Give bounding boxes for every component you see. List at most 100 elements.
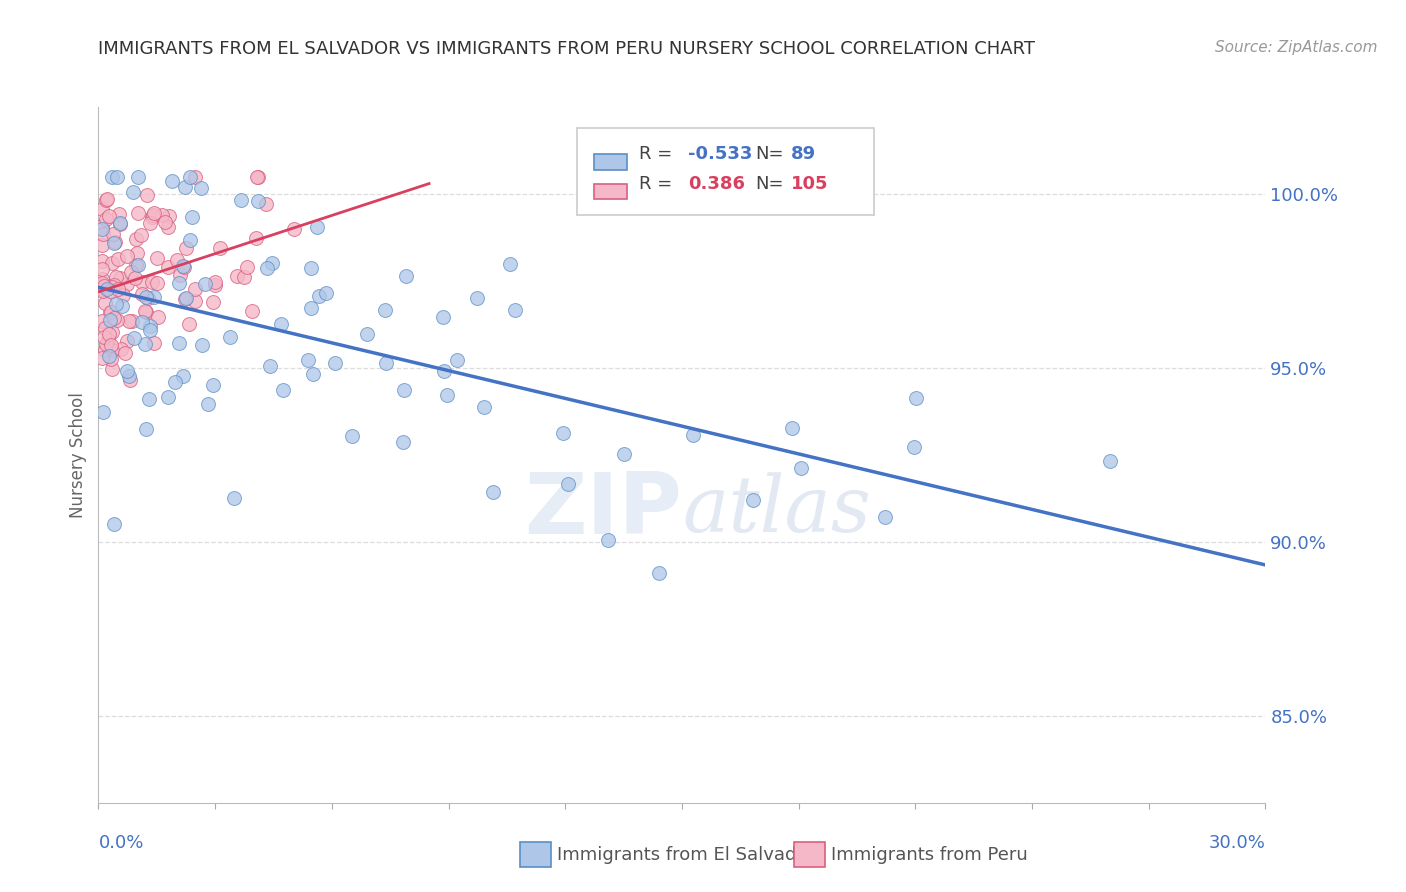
Point [91, 222, 114, 236]
Point [93, 329, 115, 343]
Point [108, 207, 131, 221]
Point [141, 210, 163, 224]
Point [254, 197, 277, 211]
Text: R =: R = [638, 175, 672, 193]
Text: 89: 89 [790, 145, 815, 163]
Point [162, 174, 184, 188]
Point [91, 351, 114, 365]
Point [167, 336, 190, 351]
Point [100, 343, 122, 357]
Point [139, 323, 162, 337]
Point [183, 282, 205, 296]
Point [356, 326, 378, 341]
Point [790, 460, 813, 475]
Point [91, 219, 114, 233]
Point [323, 356, 346, 370]
Point [141, 208, 163, 222]
Point [138, 392, 160, 407]
Point [392, 435, 415, 450]
Point [179, 233, 201, 247]
Point [104, 235, 127, 250]
Point [236, 260, 259, 274]
Point [245, 231, 267, 245]
Point [174, 291, 197, 305]
Point [166, 252, 188, 267]
Point [682, 427, 704, 442]
Point [229, 193, 252, 207]
Point [125, 231, 148, 245]
Point [246, 194, 269, 209]
Point [121, 314, 143, 328]
Point [91, 261, 114, 276]
Point [136, 291, 159, 305]
Text: atlas: atlas [682, 473, 870, 549]
Point [305, 220, 328, 235]
Point [115, 334, 138, 348]
Point [97, 326, 120, 341]
Point [145, 251, 167, 265]
Point [100, 342, 122, 356]
Point [108, 271, 131, 285]
Point [201, 294, 224, 309]
Point [551, 425, 574, 440]
Point [308, 289, 330, 303]
Point [98, 350, 121, 364]
Point [374, 302, 396, 317]
Point [127, 169, 149, 184]
Point [91, 254, 114, 268]
Point [433, 364, 456, 378]
Point [465, 292, 488, 306]
Point [101, 169, 124, 184]
Text: -0.533: -0.533 [688, 145, 752, 163]
Point [134, 337, 156, 351]
Point [482, 485, 505, 500]
Text: 0.386: 0.386 [688, 175, 745, 193]
Point [647, 566, 669, 581]
Point [115, 363, 138, 377]
Point [302, 367, 325, 381]
Point [115, 249, 138, 263]
Point [94, 336, 117, 351]
Point [134, 303, 156, 318]
Point [432, 310, 454, 324]
Point [197, 397, 219, 411]
Point [91, 313, 114, 327]
Point [127, 258, 149, 272]
Point [174, 179, 197, 194]
Point [101, 227, 124, 241]
Point [124, 270, 146, 285]
Text: Source: ZipAtlas.com: Source: ZipAtlas.com [1215, 40, 1378, 55]
Text: IMMIGRANTS FROM EL SALVADOR VS IMMIGRANTS FROM PERU NURSERY SCHOOL CORRELATION C: IMMIGRANTS FROM EL SALVADOR VS IMMIGRANT… [98, 40, 1035, 58]
Point [93, 279, 115, 293]
Point [374, 355, 396, 369]
Point [505, 302, 527, 317]
Point [135, 305, 157, 319]
Point [167, 276, 190, 290]
Point [131, 275, 153, 289]
Point [283, 222, 305, 236]
Point [96, 282, 118, 296]
Text: 105: 105 [790, 175, 828, 193]
Point [91, 276, 114, 290]
Point [903, 440, 925, 454]
Point [172, 260, 194, 274]
FancyBboxPatch shape [595, 154, 627, 169]
Point [557, 477, 579, 491]
Point [148, 310, 170, 324]
Point [246, 169, 269, 184]
Point [174, 241, 197, 255]
Point [91, 284, 114, 298]
Point [118, 314, 141, 328]
Point [100, 351, 122, 366]
Point [100, 326, 122, 340]
Point [108, 216, 131, 230]
Point [131, 315, 153, 329]
Point [122, 185, 145, 199]
Point [100, 305, 122, 319]
Text: R =: R = [638, 145, 672, 163]
Point [174, 292, 197, 306]
Point [129, 227, 152, 242]
Point [173, 260, 195, 274]
Point [91, 238, 114, 252]
Point [184, 169, 207, 184]
